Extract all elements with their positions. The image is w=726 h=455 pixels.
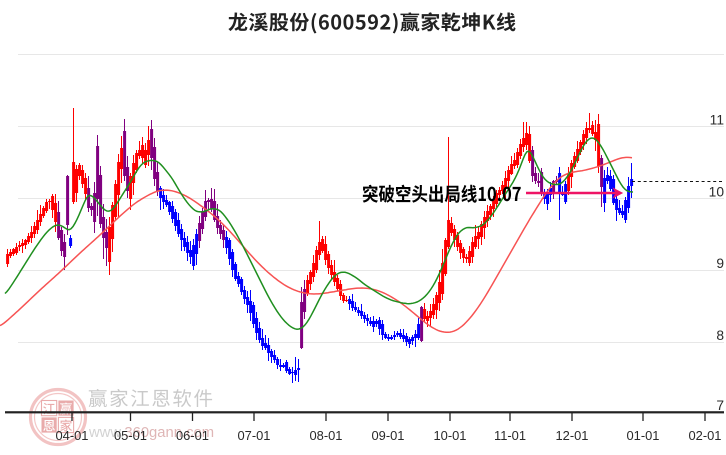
svg-text:08-01: 08-01	[310, 428, 343, 443]
svg-text:7: 7	[716, 398, 724, 413]
svg-text:06-01: 06-01	[176, 428, 209, 443]
svg-text:9: 9	[716, 256, 724, 271]
svg-text:11-01: 11-01	[494, 428, 526, 443]
svg-text:02-01: 02-01	[689, 428, 722, 443]
svg-text:04-01: 04-01	[56, 428, 89, 443]
svg-text:07-01: 07-01	[238, 428, 271, 443]
svg-text:8: 8	[716, 328, 724, 343]
svg-text:09-01: 09-01	[372, 428, 405, 443]
svg-text:01-01: 01-01	[627, 428, 660, 443]
svg-text:12-01: 12-01	[556, 428, 589, 443]
svg-text:10-01: 10-01	[434, 428, 467, 443]
svg-text:05-01: 05-01	[114, 428, 147, 443]
svg-text:www.360gann.com: www.360gann.com	[88, 425, 214, 441]
svg-text:10: 10	[709, 185, 725, 200]
svg-text:11: 11	[710, 113, 724, 128]
